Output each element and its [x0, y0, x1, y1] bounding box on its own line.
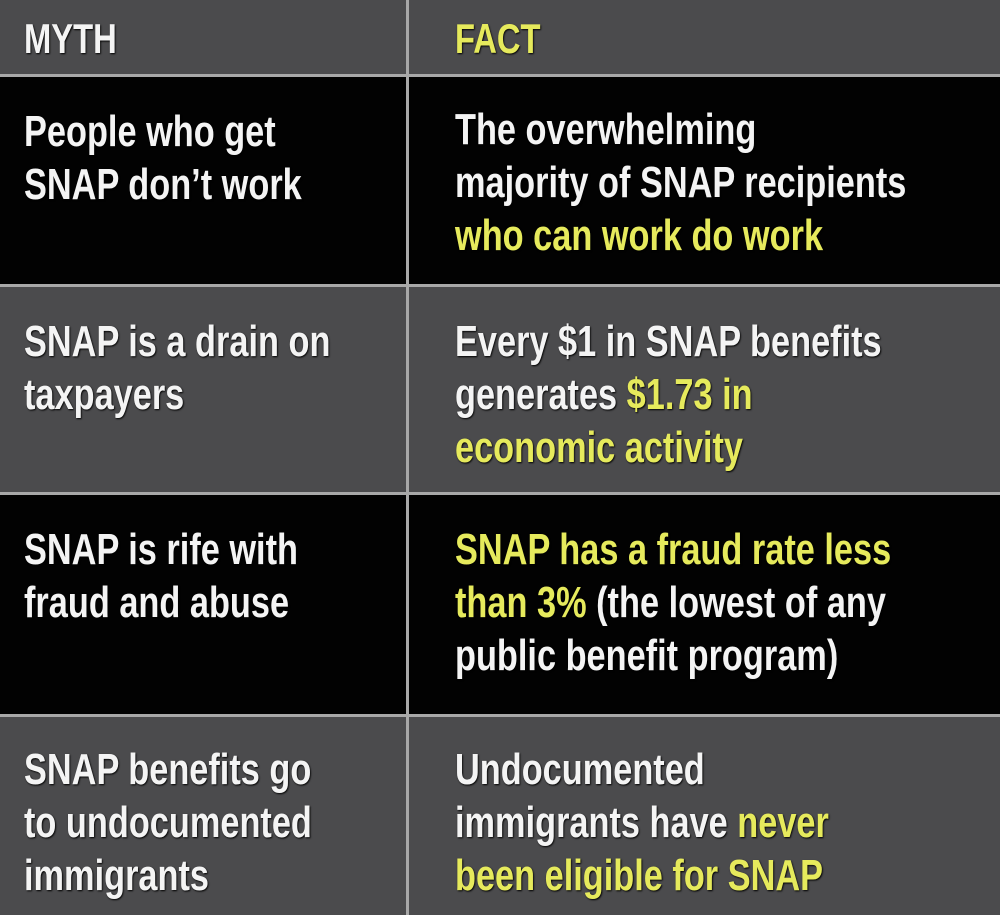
fact-line: The overwhelming: [455, 103, 906, 156]
myth-line: SNAP is a drain on: [24, 317, 331, 366]
fact-column-header: FACT: [455, 15, 541, 62]
myth-line: taxpayers: [24, 370, 185, 419]
myth-line: People who get: [24, 107, 276, 156]
fact-line: who can work do work: [455, 209, 906, 262]
grid-line: [0, 714, 1000, 717]
myth-line: SNAP benefits go: [24, 745, 312, 794]
highlighted-text: economic activity: [455, 423, 744, 472]
fact-line: economic activity: [455, 421, 882, 474]
fact-line: than 3% (the lowest of any: [455, 576, 891, 629]
fact-text: public benefit program): [455, 631, 839, 680]
myth-cell: SNAP is rife with fraud and abuse: [24, 523, 298, 629]
fact-cell: SNAP has a fraud rate less than 3% (the l…: [455, 523, 891, 682]
myth-line: fraud and abuse: [24, 578, 290, 627]
myth-line: SNAP don’t work: [24, 160, 302, 209]
myth-line: SNAP is rife with: [24, 525, 298, 574]
table-row: People who get SNAP don’t work The overwh…: [0, 75, 1000, 285]
myth-cell: SNAP benefits go to undocumented immigrant…: [24, 743, 312, 902]
fact-text: majority of SNAP recipients: [455, 158, 907, 207]
fact-line: SNAP has a fraud rate less: [455, 523, 891, 576]
myth-line: immigrants: [24, 851, 209, 900]
myth-cell: SNAP is a drain on taxpayers: [24, 315, 330, 421]
fact-text: immigrants have: [455, 798, 738, 847]
column-divider: [406, 0, 409, 915]
grid-line: [0, 284, 1000, 287]
table-row: SNAP is a drain on taxpayers Every $1 in …: [0, 285, 1000, 493]
myth-line: to undocumented: [24, 798, 312, 847]
fact-line: Every $1 in SNAP benefits: [455, 315, 882, 368]
highlighted-text: $1.73 in: [626, 370, 753, 419]
grid-line: [0, 74, 1000, 77]
highlighted-text: SNAP has a fraud rate less: [455, 525, 892, 574]
table-row: SNAP benefits go to undocumented immigrant…: [0, 715, 1000, 915]
fact-line: Undocumented: [455, 743, 829, 796]
table-row: SNAP is rife with fraud and abuse SNAP ha…: [0, 493, 1000, 715]
fact-text: (the lowest of any: [586, 578, 886, 627]
fact-cell: The overwhelming majority of SNAP recipie…: [455, 103, 906, 262]
myth-cell: People who get SNAP don’t work: [24, 105, 302, 211]
grid-line: [0, 492, 1000, 495]
fact-cell: Undocumented immigrants have never been el…: [455, 743, 829, 902]
fact-line: majority of SNAP recipients: [455, 156, 906, 209]
highlighted-text: than 3%: [455, 578, 587, 627]
fact-line: public benefit program): [455, 629, 891, 682]
fact-text: generates: [455, 370, 627, 419]
fact-cell: Every $1 in SNAP benefits generates $1.73…: [455, 315, 882, 474]
fact-text: Every $1 in SNAP benefits: [455, 317, 882, 366]
fact-text: The overwhelming: [455, 105, 757, 154]
fact-line: immigrants have never: [455, 796, 829, 849]
highlighted-text: who can work do work: [455, 211, 824, 260]
myth-column-header: MYTH: [24, 15, 117, 62]
fact-text: Undocumented: [455, 745, 705, 794]
fact-line: generates $1.73 in: [455, 368, 882, 421]
header-row: MYTH FACT: [0, 0, 1000, 75]
fact-line: been eligible for SNAP: [455, 849, 829, 902]
highlighted-text: never: [737, 798, 829, 847]
highlighted-text: been eligible for SNAP: [455, 851, 824, 900]
